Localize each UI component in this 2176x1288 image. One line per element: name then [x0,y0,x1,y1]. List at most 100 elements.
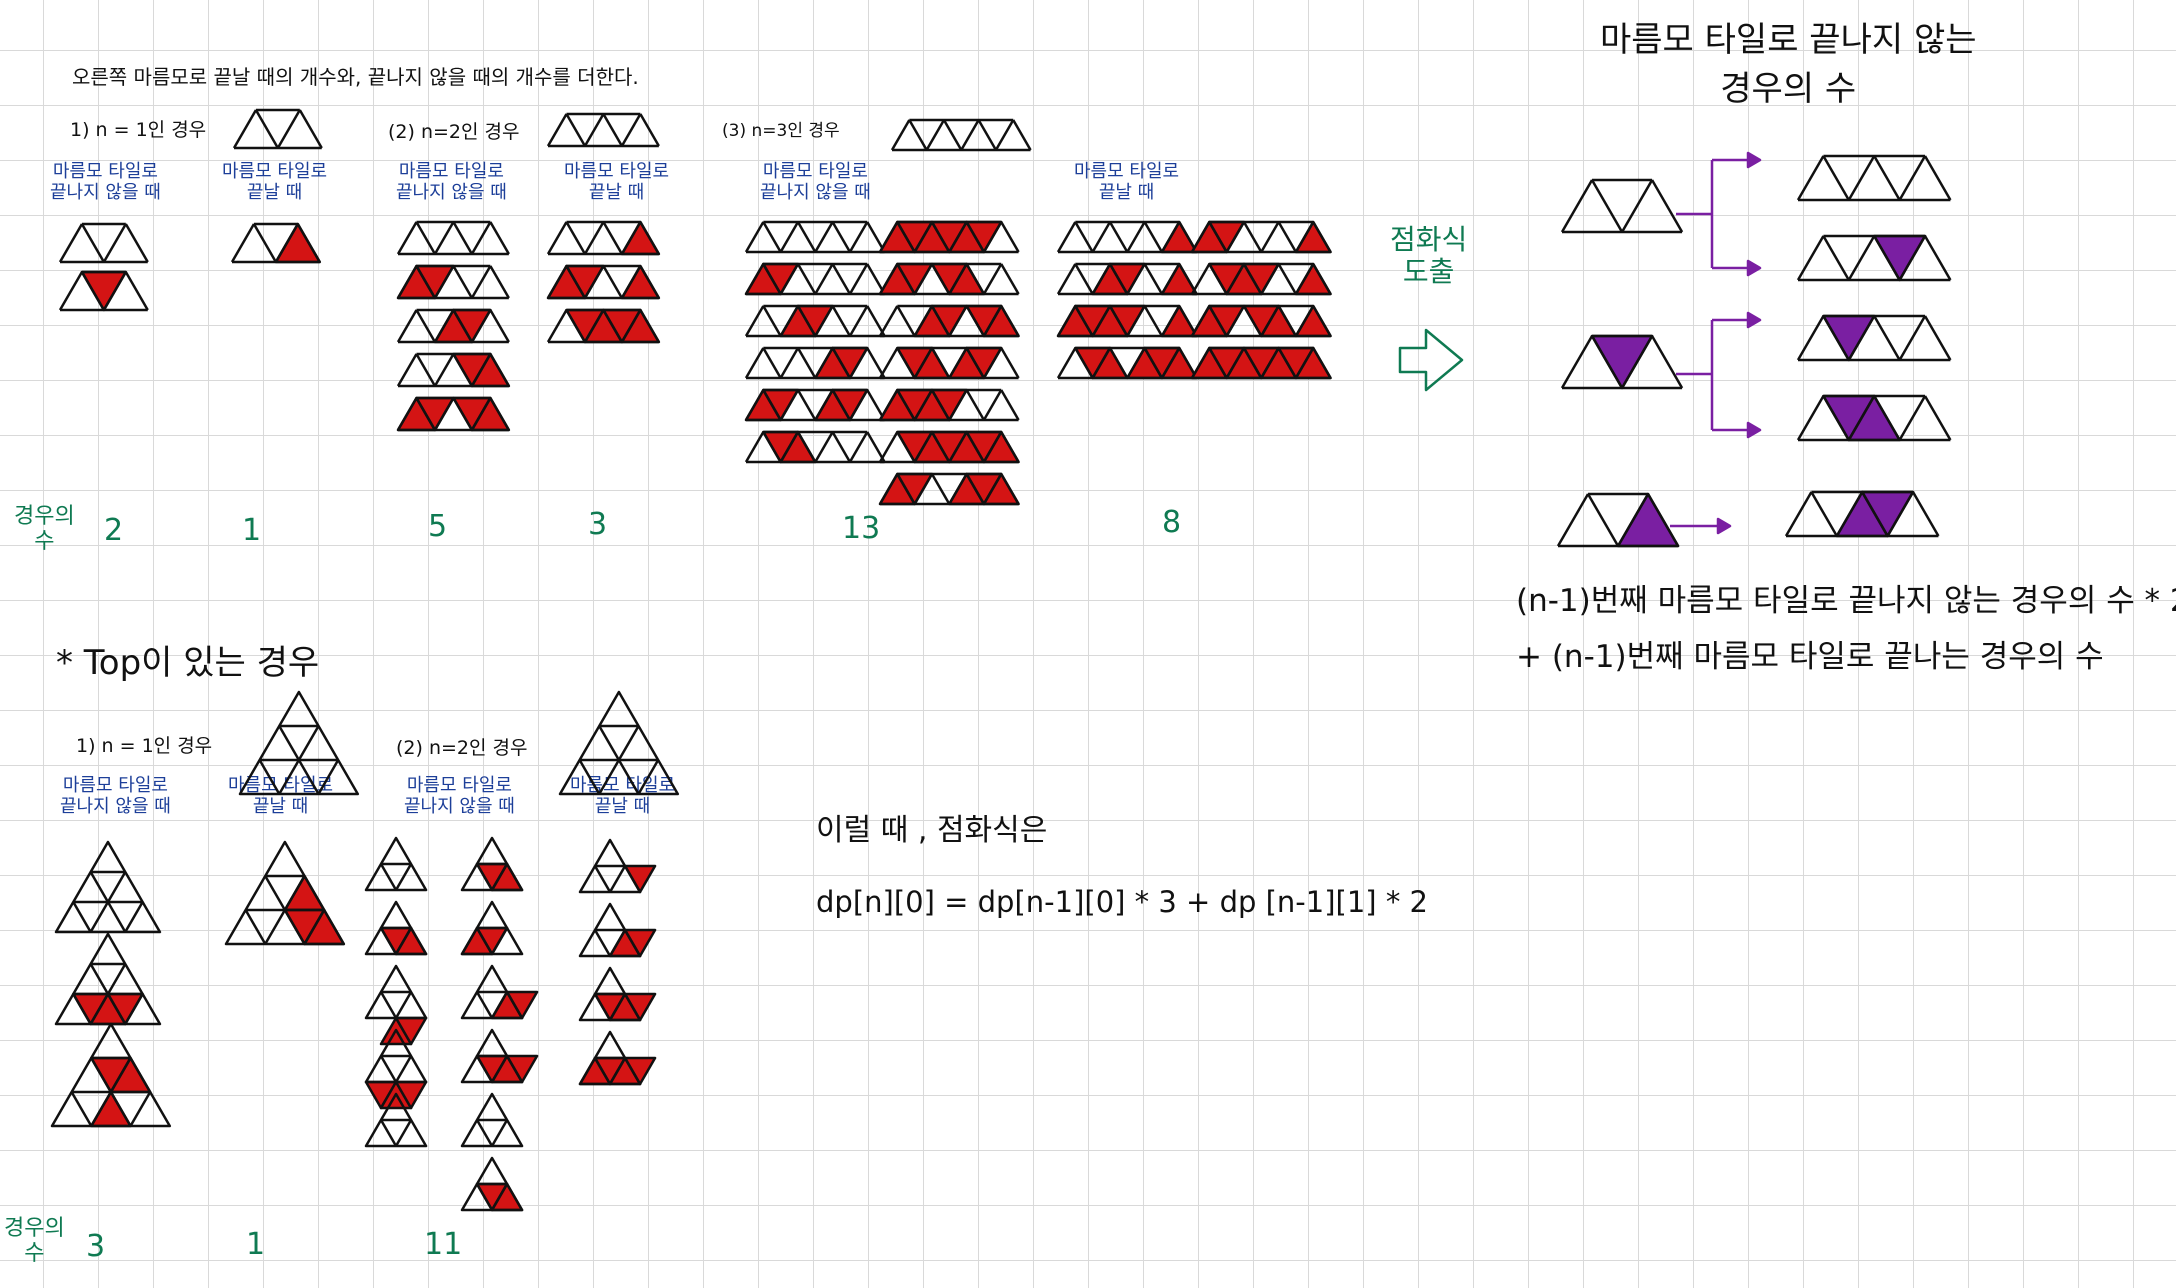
bottom-case-label-n2: (2) n=2인 경우 [396,737,528,759]
arrow-head [1746,151,1762,169]
bottom-heading: * Top이 있는 경우 [56,643,320,683]
tile-edge [433,353,455,387]
count-n3-end: 8 [1162,505,1182,540]
tile-edge [1898,315,1927,361]
tile-edge [593,1057,612,1085]
tile-edge [744,305,765,337]
count-n2-end: 3 [588,507,608,542]
tile-edge [639,113,660,147]
tile-edge [490,1055,509,1083]
tile-edge [878,347,899,379]
tile-edge [1796,395,1825,441]
tile-edge [1160,263,1181,295]
tile-edge [1074,305,1094,337]
count-label-bottom: 경우의 수 [4,1216,65,1267]
tile-edge [489,309,510,343]
tile-edge [637,759,660,795]
tile-edge [1590,335,1624,389]
tile-edge [396,309,418,343]
tile-edge [1143,305,1164,337]
tile-edge [1796,235,1825,281]
tile-edge [254,109,279,149]
tile-edge [230,223,256,263]
tile-fill [1616,492,1680,548]
tile-edge [1923,235,1952,281]
tile-edge [1560,335,1594,389]
tile-edge [1847,235,1876,281]
tile-edge [942,119,963,151]
tile-edge [546,265,568,299]
tile-edge [1294,263,1315,295]
tile-edge [913,347,934,379]
tile-edge [913,305,934,337]
tile-edge [744,347,765,379]
tile-edge [490,927,509,955]
tile-edge [1822,315,1850,361]
tile-edge [831,389,852,421]
tile-edge [1312,305,1332,337]
tile-edge [1312,263,1332,295]
tile-edge [124,271,149,311]
tile-edge [274,223,299,263]
tile-edge [1873,395,1901,441]
tile-edge [1056,221,1077,253]
tile-edge [1091,305,1112,337]
tile-edge [394,863,413,891]
tile-edge [396,221,418,255]
tile-edge [796,221,817,253]
bottom-count-n2-total: 11 [424,1227,463,1262]
tile-edge [489,265,510,299]
tile-edge [1126,347,1146,379]
tile-edge [72,993,92,1025]
tile-edge [1822,235,1850,281]
tile-edge [779,431,800,463]
tile-edge [814,305,834,337]
tile-edge [1074,221,1094,253]
tile-edge [602,221,623,255]
tile-edge [489,353,510,387]
tile-edge [1208,347,1228,379]
label-end-n2: 마름모 타일로 끝날 때 [564,161,670,203]
tile-fill [90,1090,132,1128]
arrow-head [1746,421,1762,439]
tile-edge [1616,493,1650,547]
count-n2-not-end: 5 [428,509,448,544]
tile-edge [913,263,934,295]
tile-edge [1160,305,1181,337]
tile-edge [1784,491,1813,537]
tile-edge [258,759,281,795]
tile-edge [1277,305,1298,337]
bottom-label-not-end-n1: 마름모 타일로 끝나지 않을 때 [60,775,171,817]
tile-edge [608,865,627,893]
tile-edge [433,397,455,431]
tile-fill [80,270,128,312]
tile-edge [1898,155,1927,201]
tile-edge [779,263,800,295]
tile-edge [608,1057,627,1085]
tile-edge [1822,155,1850,201]
bottom-count-n1-end: 1 [246,1227,266,1262]
tile-edge [1190,263,1211,295]
tile-edge [1242,263,1263,295]
tile-edge [608,929,627,957]
tile-edge [896,221,916,253]
recurrence-line1: (n-1)번째 마름모 타일로 끝나지 않는 경우의 수 * 2 [1516,583,2176,619]
tile-edge [982,347,1003,379]
tile-edge [965,221,986,253]
tile-edge [965,305,986,337]
tile-edge [546,309,568,343]
tile-edge [565,113,587,147]
tile-edge [1590,179,1624,233]
tile-edge [1190,305,1211,337]
formula-intro: 이럴 때 , 점화식은 [816,813,1048,848]
tile-edge [546,113,568,147]
count-n1-not-end: 2 [104,513,124,548]
tile-edge [890,119,911,151]
tile-edge [1108,221,1129,253]
recurrence-line2: + (n-1)번째 마름모 타일로 끝나는 경우의 수 [1516,639,2104,675]
tile-edge [1108,347,1129,379]
tile-edge [1646,493,1680,547]
tile-edge [620,113,642,147]
label-end-n3: 마름모 타일로 끝날 때 [1074,161,1180,203]
tile-edge [379,991,398,1019]
